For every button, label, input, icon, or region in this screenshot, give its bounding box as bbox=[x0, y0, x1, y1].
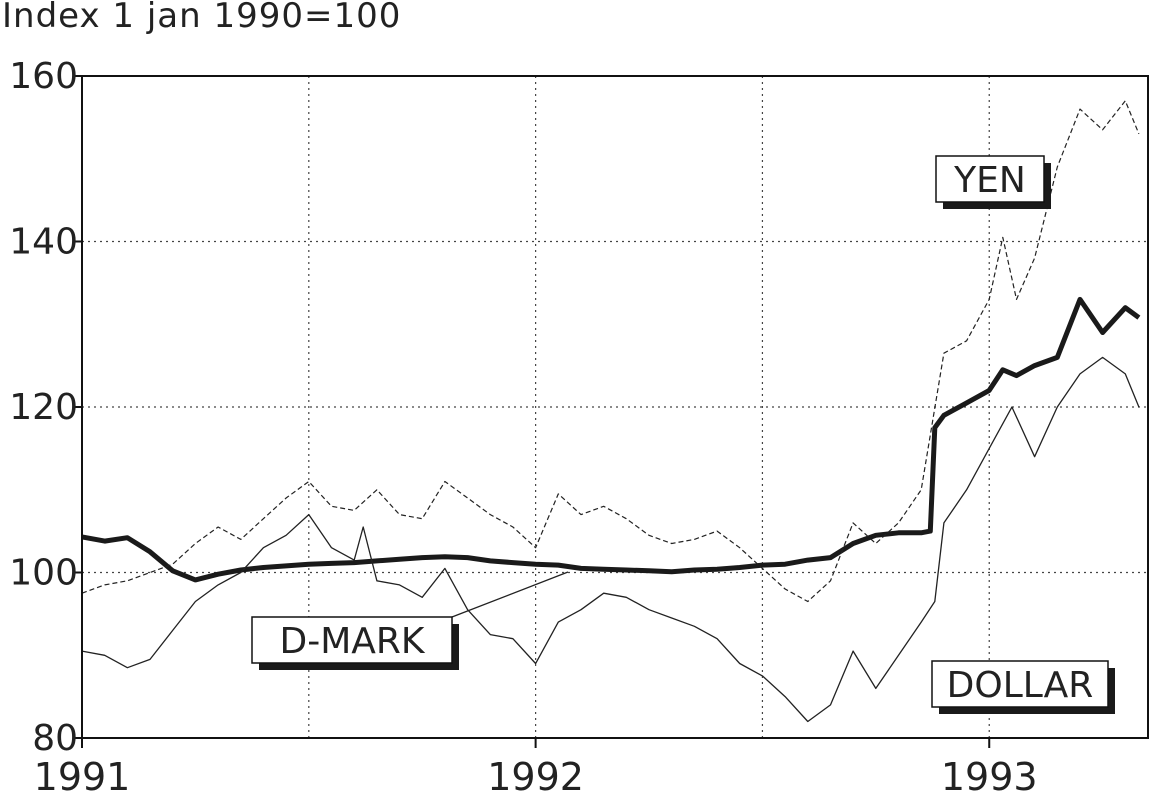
y-tick-label: 100 bbox=[9, 553, 78, 594]
series-line-d-mark bbox=[81, 296, 1141, 583]
series-layer bbox=[81, 100, 1141, 723]
series-line-dollar bbox=[81, 356, 1140, 723]
grid-lines bbox=[82, 76, 1148, 738]
label-yen: YEN bbox=[935, 155, 1051, 209]
y-tick-label: 140 bbox=[9, 222, 78, 263]
axis-ticks: 80 100 120 140 160 1991 1992 1993 bbox=[9, 56, 1037, 792]
y-tick-label: 80 bbox=[32, 718, 78, 759]
chart-title: Index 1 jan 1990=100 bbox=[2, 0, 402, 36]
label-box bbox=[251, 616, 453, 664]
label-dollar: DOLLAR bbox=[931, 660, 1115, 714]
label-dmark: D-MARK bbox=[251, 616, 459, 670]
x-tick-label: 1992 bbox=[487, 755, 584, 792]
x-tick-label: 1991 bbox=[34, 755, 131, 792]
series-line-yen bbox=[81, 100, 1140, 603]
d-mark-leader-line bbox=[451, 571, 569, 618]
y-tick-label: 160 bbox=[9, 56, 78, 97]
label-box bbox=[931, 660, 1109, 708]
series-labels: YEN D-MARK DOLLAR bbox=[251, 155, 1115, 714]
label-text: DOLLAR bbox=[947, 665, 1094, 706]
label-text: D-MARK bbox=[279, 621, 425, 662]
label-box bbox=[935, 155, 1045, 203]
label-text: YEN bbox=[953, 160, 1026, 201]
x-tick-label: 1993 bbox=[941, 755, 1038, 792]
y-tick-label: 120 bbox=[9, 387, 78, 428]
